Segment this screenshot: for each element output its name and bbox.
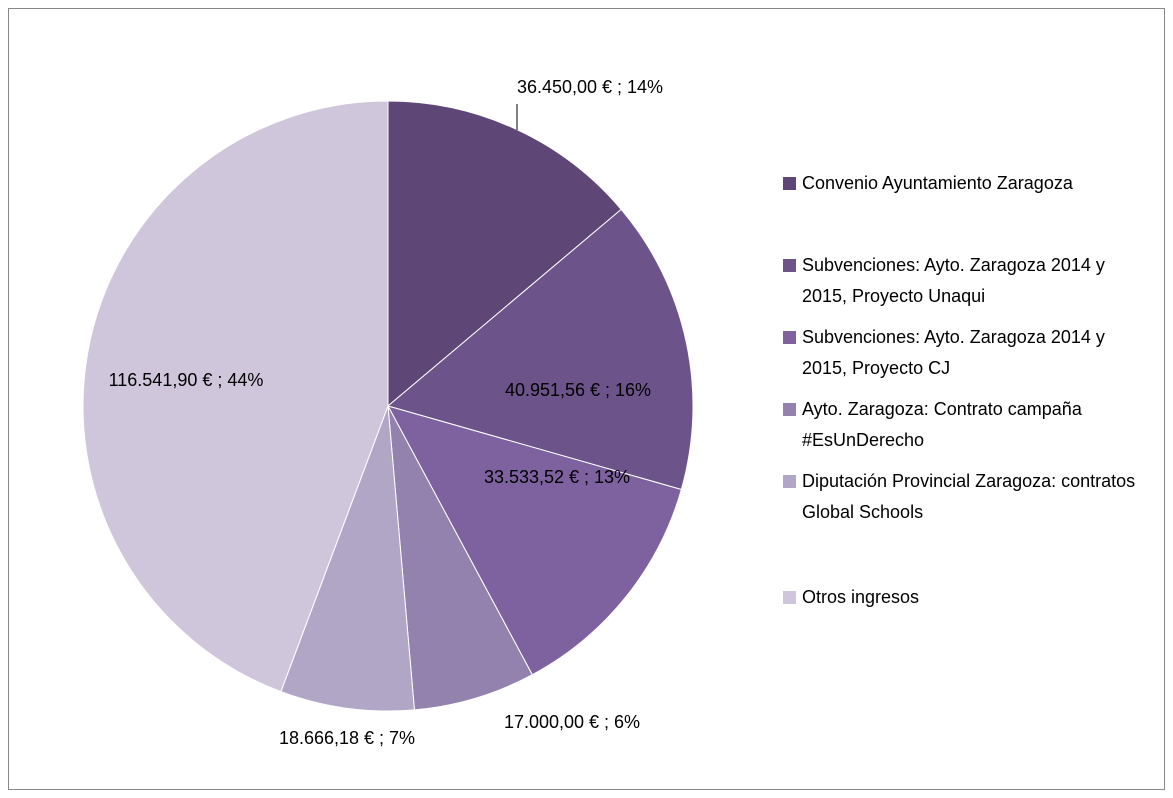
legend-label: Ayto. Zaragoza: Contrato campaña #EsUnDe… [802, 399, 1082, 450]
pie-slice [280, 405, 415, 712]
legend-swatch [783, 177, 796, 190]
data-label: 33.533,52 € ; 13% [483, 467, 631, 487]
legend-swatch [783, 403, 796, 416]
legend-swatch [783, 591, 796, 604]
pie-slice [387, 405, 533, 711]
legend-entry: Subvenciones: Ayto. Zaragoza 2014 y 2015… [783, 322, 1153, 384]
pie-slice [386, 208, 694, 491]
legend-label: Subvenciones: Ayto. Zaragoza 2014 y 2015… [802, 327, 1105, 378]
data-label: 40.951,56 € ; 16% [504, 380, 652, 400]
legend-label: Otros ingresos [802, 587, 920, 607]
pie-slice [82, 100, 389, 693]
data-label: 36.450,00 € ; 14% [516, 77, 664, 97]
legend-label: Convenio Ayuntamiento Zaragoza [802, 173, 1073, 193]
pie-slice [387, 405, 682, 676]
legend-label: Subvenciones: Ayto. Zaragoza 2014 y 2015… [802, 255, 1105, 306]
legend-label: Diputación Provincial Zaragoza: contrato… [802, 471, 1136, 522]
legend-entry: Subvenciones: Ayto. Zaragoza 2014 y 2015… [783, 250, 1153, 312]
legend-entry: Ayto. Zaragoza: Contrato campaña #EsUnDe… [783, 394, 1153, 456]
legend-swatch [783, 331, 796, 344]
legend-swatch [783, 475, 796, 488]
legend-entry: Convenio Ayuntamiento Zaragoza [783, 168, 1153, 199]
data-label: 18.666,18 € ; 7% [278, 728, 416, 748]
legend-swatch [783, 259, 796, 272]
legend-entry: Diputación Provincial Zaragoza: contrato… [783, 466, 1153, 528]
data-label: 116.541,90 € ; 44% [108, 370, 264, 390]
data-label: 17.000,00 € ; 6% [503, 712, 641, 732]
legend-entry: Otros ingresos [783, 582, 1153, 613]
